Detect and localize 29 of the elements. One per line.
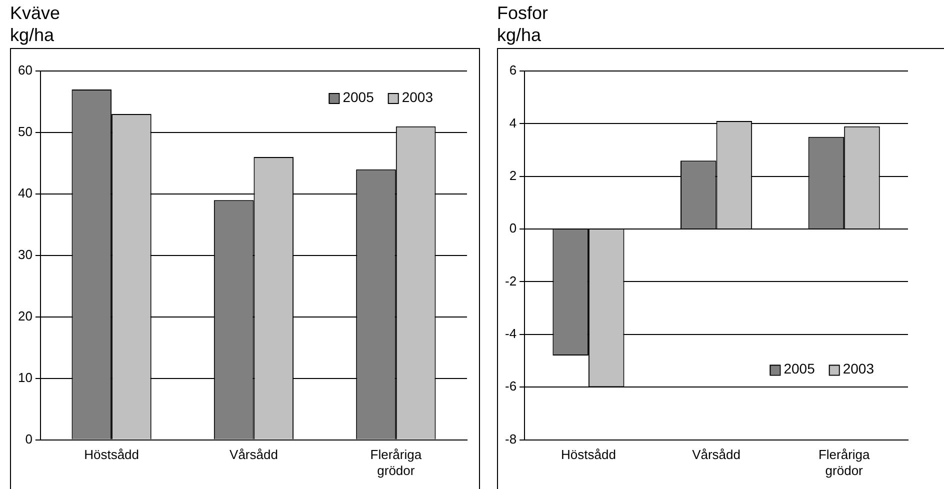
x-tick-label: Vårsådd bbox=[230, 447, 278, 462]
y-tick-label: 40 bbox=[18, 186, 32, 201]
y-tick-label: -6 bbox=[504, 378, 517, 394]
y-tick-label: 30 bbox=[18, 246, 32, 262]
x-tick-label: Höstsådd bbox=[561, 447, 616, 462]
y-tick-label: 20 bbox=[18, 308, 32, 324]
y-tick-label: 50 bbox=[18, 124, 32, 140]
y-tick-label: 2 bbox=[509, 168, 517, 183]
y-tick-label: -8 bbox=[504, 431, 517, 446]
y-tick-label: 6 bbox=[509, 62, 517, 78]
x-tick-label: Vårsådd bbox=[692, 447, 740, 462]
y-tick-label: -4 bbox=[504, 326, 517, 342]
y-tick-label: 0 bbox=[25, 431, 32, 446]
x-tick-label: Höstsådd bbox=[84, 447, 140, 462]
y-tick-label: 0 bbox=[509, 220, 517, 236]
legend-label: 2005 bbox=[784, 360, 816, 377]
x-tick-label: Fleråriga grödor bbox=[818, 447, 871, 478]
x-tick-label: Fleråriga grödor bbox=[370, 447, 422, 478]
y-axis-title: kg/ha bbox=[10, 25, 54, 45]
chart-title: Fosfor bbox=[497, 3, 548, 23]
y-tick-label: -2 bbox=[504, 273, 517, 288]
legend-label: 2003 bbox=[842, 360, 874, 377]
chart-title: Kväve bbox=[10, 3, 60, 23]
y-axis-title: kg/ha bbox=[497, 25, 542, 45]
legend-label: 2003 bbox=[402, 88, 434, 105]
legend-label: 2005 bbox=[342, 88, 374, 105]
y-tick-label: 60 bbox=[18, 62, 32, 78]
y-tick-label: 4 bbox=[509, 115, 517, 130]
y-tick-label: 10 bbox=[18, 370, 32, 385]
